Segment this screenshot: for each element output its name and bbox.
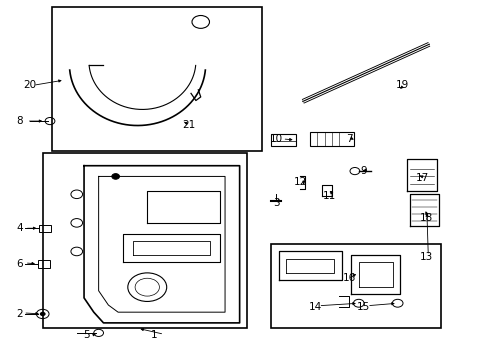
Text: 4: 4: [17, 223, 23, 233]
Text: 14: 14: [308, 302, 321, 312]
Text: 3: 3: [272, 198, 279, 208]
Text: 13: 13: [419, 252, 432, 262]
Circle shape: [40, 312, 45, 316]
Text: 16: 16: [342, 273, 355, 283]
Text: 9: 9: [360, 166, 366, 176]
Text: 8: 8: [17, 116, 23, 126]
Text: 18: 18: [419, 212, 432, 222]
Text: 5: 5: [83, 330, 90, 341]
Text: 15: 15: [356, 302, 369, 312]
Circle shape: [112, 174, 119, 179]
Text: 12: 12: [293, 177, 306, 187]
Text: 19: 19: [395, 80, 408, 90]
Text: 2: 2: [17, 309, 23, 319]
Text: 20: 20: [23, 80, 36, 90]
Text: 11: 11: [322, 191, 336, 201]
Text: 1: 1: [151, 330, 158, 341]
Text: 6: 6: [17, 259, 23, 269]
Text: 7: 7: [345, 134, 352, 144]
Text: 17: 17: [414, 173, 427, 183]
Text: 21: 21: [182, 120, 195, 130]
Text: 10: 10: [269, 134, 282, 144]
